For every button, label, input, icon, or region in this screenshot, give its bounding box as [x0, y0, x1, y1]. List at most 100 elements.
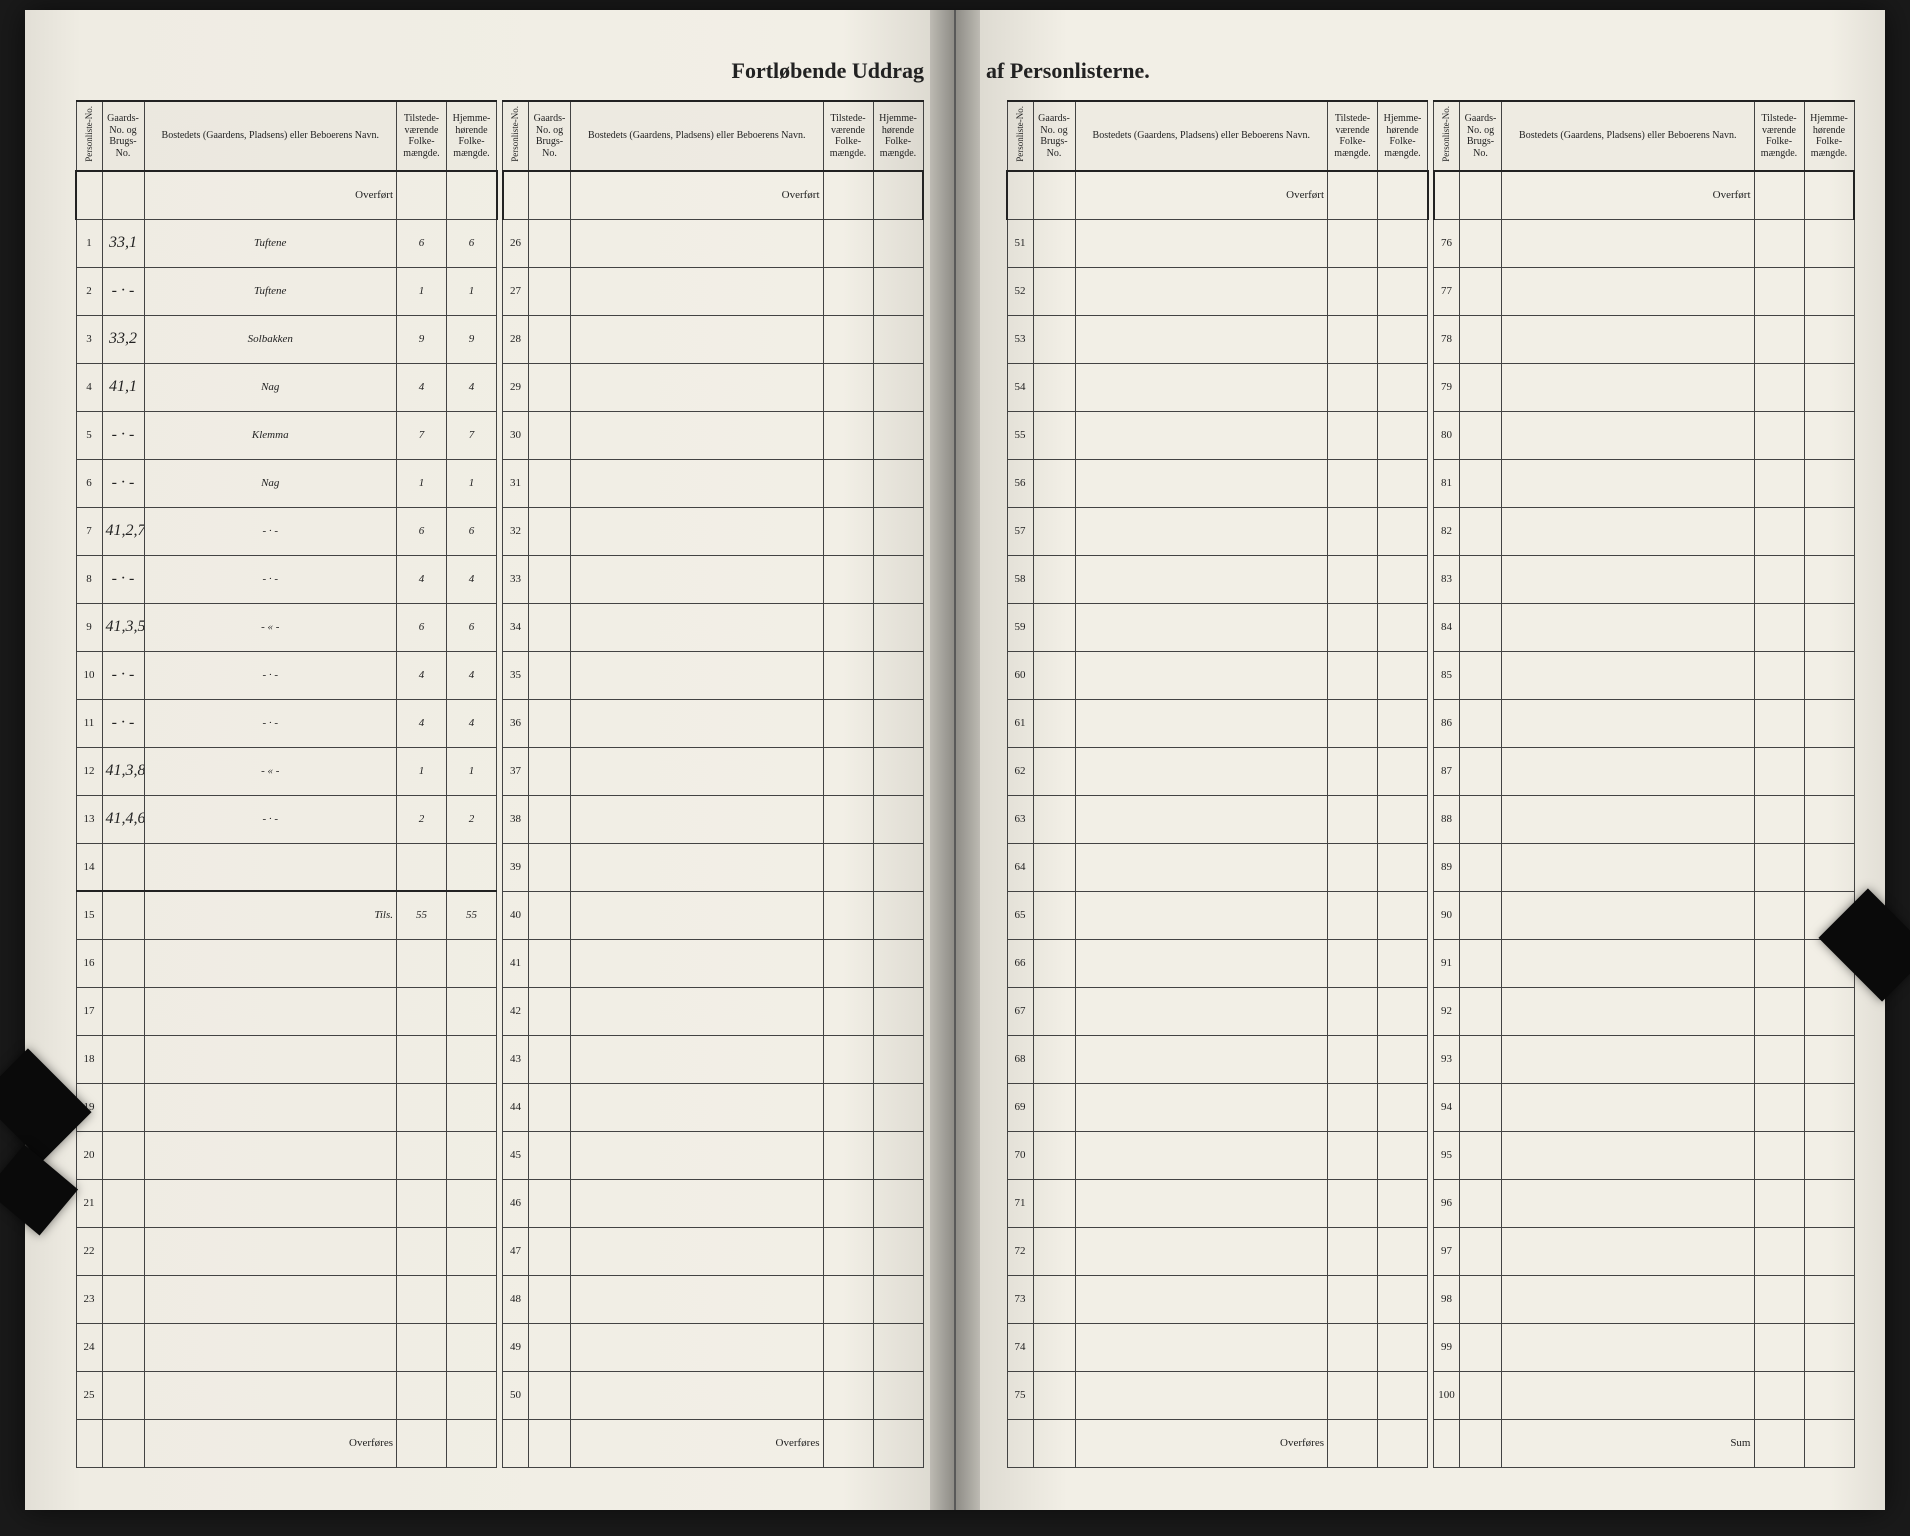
- table-row: 82: [1434, 507, 1855, 555]
- table-row: 89: [1434, 843, 1855, 891]
- open-book: Fortløbende Uddrag Personliste-No. Gaard…: [25, 10, 1885, 1510]
- table-row: 47: [503, 1227, 924, 1275]
- table-row: 2 - · - Tuftene 1 1: [76, 267, 497, 315]
- table-row: 93: [1434, 1035, 1855, 1083]
- overfort-row: Overført: [1007, 171, 1428, 219]
- table-row: 42: [503, 987, 924, 1035]
- table-row: 44: [503, 1083, 924, 1131]
- overfores-row: Overføres: [1007, 1419, 1428, 1467]
- table-row: 98: [1434, 1275, 1855, 1323]
- table-row: 45: [503, 1131, 924, 1179]
- scanner-background: Fortløbende Uddrag Personliste-No. Gaard…: [0, 0, 1910, 1536]
- table-row: 5 - · - Klemma 7 7: [76, 411, 497, 459]
- table-row: 35: [503, 651, 924, 699]
- overfort-row: Overført: [503, 171, 924, 219]
- table-row: 6 - · - Nag 1 1: [76, 459, 497, 507]
- col-tilstede: Tilstede-værende Folke-mængde.: [1754, 101, 1804, 171]
- table-row: 56: [1007, 459, 1428, 507]
- ledger-block-1: Personliste-No. Gaards-No. og Brugs-No. …: [75, 100, 498, 1468]
- table-row: 77: [1434, 267, 1855, 315]
- table-row: 80: [1434, 411, 1855, 459]
- table-row: 9 41,3,59 - « - 6 6: [76, 603, 497, 651]
- table-row: 53: [1007, 315, 1428, 363]
- table-row: 59: [1007, 603, 1428, 651]
- table-row: 48: [503, 1275, 924, 1323]
- table-row: 7 41,2,78 - · - 6 6: [76, 507, 497, 555]
- overfort-row: Overført: [76, 171, 497, 219]
- table-row: 58: [1007, 555, 1428, 603]
- table-row: 18: [76, 1035, 497, 1083]
- table-row: 60: [1007, 651, 1428, 699]
- table-row: 75: [1007, 1371, 1428, 1419]
- table-row: 12 41,3,8 - « - 1 1: [76, 747, 497, 795]
- table-row: 100: [1434, 1371, 1855, 1419]
- table-row: 96: [1434, 1179, 1855, 1227]
- col-hjemme: Hjemme-hørende Folke-mængde.: [1378, 101, 1428, 171]
- overfores-row: Overføres: [503, 1419, 924, 1467]
- table-row: 8 - · - - · - 4 4: [76, 555, 497, 603]
- table-row: 87: [1434, 747, 1855, 795]
- table-row: 31: [503, 459, 924, 507]
- table-row: 54: [1007, 363, 1428, 411]
- table-row: 1 33,1 Tuftene 6 6: [76, 219, 497, 267]
- table-row: 67: [1007, 987, 1428, 1035]
- table-row: 37: [503, 747, 924, 795]
- table-row: 30: [503, 411, 924, 459]
- table-row: 32: [503, 507, 924, 555]
- table-row: 3 33,2 Solbakken 9 9: [76, 315, 497, 363]
- col-tilstede: Tilstede-værende Folke-mængde.: [1328, 101, 1378, 171]
- table-row: 36: [503, 699, 924, 747]
- table-row: 61: [1007, 699, 1428, 747]
- table-row: 94: [1434, 1083, 1855, 1131]
- table-row: 70: [1007, 1131, 1428, 1179]
- ledger-block-4: Personliste-No. Gaards-No. og Brugs-No. …: [1433, 100, 1856, 1468]
- table-row: 23: [76, 1275, 497, 1323]
- table-row: 33: [503, 555, 924, 603]
- table-row: 38: [503, 795, 924, 843]
- table-row: 20: [76, 1131, 497, 1179]
- table-row: 50: [503, 1371, 924, 1419]
- table-row: 88: [1434, 795, 1855, 843]
- table-row: 49: [503, 1323, 924, 1371]
- table-row: 29: [503, 363, 924, 411]
- overfores-row: Overføres: [76, 1419, 497, 1467]
- table-row: 95: [1434, 1131, 1855, 1179]
- table-row: 69: [1007, 1083, 1428, 1131]
- table-row: 76: [1434, 219, 1855, 267]
- table-row: 46: [503, 1179, 924, 1227]
- table-row: 41: [503, 939, 924, 987]
- col-bosted: Bostedets (Gaardens, Pladsens) eller Beb…: [571, 101, 824, 171]
- table-row: 11 - · - - · - 4 4: [76, 699, 497, 747]
- left-page: Fortløbende Uddrag Personliste-No. Gaard…: [25, 10, 956, 1510]
- table-row: 66: [1007, 939, 1428, 987]
- col-gaards-no: Gaards-No. og Brugs-No.: [102, 101, 144, 171]
- col-bosted: Bostedets (Gaardens, Pladsens) eller Beb…: [144, 101, 397, 171]
- table-row: 99: [1434, 1323, 1855, 1371]
- col-personliste-no: Personliste-No.: [1007, 101, 1033, 171]
- table-row: 13 41,4,6 - · - 2 2: [76, 795, 497, 843]
- table-row: 51: [1007, 219, 1428, 267]
- page-title-right: af Personlisterne.: [986, 58, 1150, 84]
- table-row: 71: [1007, 1179, 1428, 1227]
- table-row: 90: [1434, 891, 1855, 939]
- table-row: 68: [1007, 1035, 1428, 1083]
- table-row: 22: [76, 1227, 497, 1275]
- table-row: 79: [1434, 363, 1855, 411]
- table-row: 73: [1007, 1275, 1428, 1323]
- col-hjemme: Hjemme-hørende Folke-mængde.: [873, 101, 923, 171]
- overfort-row: Overført: [1434, 171, 1855, 219]
- col-tilstede: Tilstede-værende Folke-mængde.: [823, 101, 873, 171]
- right-page: af Personlisterne. Personliste-No. Gaard…: [956, 10, 1885, 1510]
- table-row: 91: [1434, 939, 1855, 987]
- col-tilstede: Tilstede-værende Folke-mængde.: [397, 101, 447, 171]
- table-row: 86: [1434, 699, 1855, 747]
- table-row: 14: [76, 843, 497, 891]
- col-personliste-no: Personliste-No.: [76, 101, 102, 171]
- table-row: 85: [1434, 651, 1855, 699]
- table-row: 64: [1007, 843, 1428, 891]
- table-row: 21: [76, 1179, 497, 1227]
- ledger-block-3: Personliste-No. Gaards-No. og Brugs-No. …: [1006, 100, 1429, 1468]
- table-row: 55: [1007, 411, 1428, 459]
- col-bosted: Bostedets (Gaardens, Pladsens) eller Beb…: [1075, 101, 1328, 171]
- table-row: 63: [1007, 795, 1428, 843]
